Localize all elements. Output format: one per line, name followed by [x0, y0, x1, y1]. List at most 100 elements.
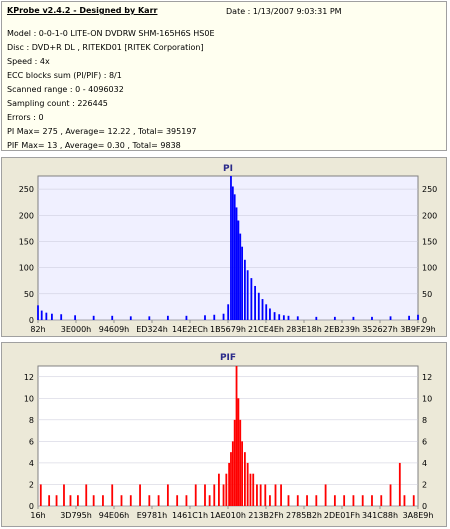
pif-bar: [166, 484, 169, 506]
pif-bar: [287, 495, 290, 506]
pi-bar: [222, 313, 225, 320]
pi-y-tick-label: 0: [29, 316, 34, 325]
info-pi-stats: PI Max= 275 , Average= 12.22 , Total= 39…: [7, 127, 197, 136]
info-disc: Disc : DVD+R DL , RITEKD01 [RITEK Corpor…: [7, 43, 204, 52]
pif-bar: [361, 495, 364, 506]
pi-y-tick-label-right: 50: [422, 290, 432, 299]
pif-y-tick-label: 12: [24, 373, 34, 382]
info-ecc-blocks: ECC blocks sum (PI/PIF) : 8/1: [7, 71, 122, 80]
pif-bar: [194, 484, 197, 506]
pi-bar: [246, 270, 249, 320]
pi-bar: [235, 207, 238, 320]
pif-bar: [225, 473, 228, 506]
pi-bar: [74, 315, 77, 320]
pif-bar: [218, 473, 220, 506]
pi-bar: [287, 315, 290, 320]
pif-bar: [69, 495, 72, 506]
pif-bar: [412, 495, 415, 506]
pif-bar: [39, 484, 42, 506]
pi-bar: [261, 299, 264, 320]
pif-bar: [76, 495, 79, 506]
pif-x-tick-label: 16h: [30, 511, 45, 520]
pif-bar: [55, 495, 58, 506]
pif-bar: [120, 495, 123, 506]
pi-x-tick-label: 2EB239h: [324, 325, 360, 334]
pif-bar: [228, 462, 231, 506]
pif-bar: [398, 462, 401, 506]
pi-y-tick-label-right: 200: [422, 211, 437, 220]
pif-bar: [243, 452, 246, 506]
pi-chart-title: PI: [223, 164, 233, 174]
scan-date: Date : 1/13/2007 9:03:31 PM: [226, 7, 342, 16]
pif-bar: [129, 495, 132, 506]
pi-bar: [282, 315, 285, 320]
pif-bar: [92, 495, 95, 506]
pi-bar: [278, 314, 281, 320]
pif-y-tick-label: 0: [29, 502, 34, 511]
pi-bar: [241, 246, 243, 320]
pi-bar: [389, 316, 392, 320]
pi-x-tick-label: 14E2ECh: [172, 325, 208, 334]
pif-bar: [157, 495, 160, 506]
pi-y-tick-label: 50: [24, 290, 34, 299]
pif-bar: [235, 366, 238, 506]
pi-x-tick-label: 352627h: [362, 325, 398, 334]
pi-bar: [333, 316, 336, 320]
pi-bar: [237, 220, 240, 320]
pi-bar: [273, 312, 276, 320]
pi-bar: [257, 292, 260, 320]
pi-bar: [111, 315, 114, 320]
info-speed: Speed : 4x: [7, 57, 50, 66]
pi-x-tick-label: 82h: [30, 325, 45, 334]
scan-info-panel: KProbe v2.4.2 - Designed by Karr Date : …: [1, 1, 447, 151]
pif-plot-area: [37, 365, 419, 507]
pi-x-tick-label: 3E000h: [61, 325, 91, 334]
pif-y-tick-label-right: 2: [422, 480, 427, 489]
pif-x-tick-label: 94E06h: [99, 511, 129, 520]
pi-bar: [185, 315, 188, 320]
pif-y-tick-label-right: 12: [422, 373, 432, 382]
pi-bar: [51, 313, 53, 320]
pi-bar: [227, 304, 230, 320]
pif-bar: [185, 495, 188, 506]
pi-bar: [231, 186, 234, 320]
pif-bar: [249, 473, 252, 506]
pif-y-tick-label-right: 0: [422, 502, 427, 511]
pif-bar: [85, 484, 88, 506]
pi-x-tick-label: 283E18h: [286, 325, 322, 334]
pif-y-tick-label: 6: [29, 437, 34, 446]
pif-bar: [274, 484, 277, 506]
pi-y-tick-label-right: 150: [422, 237, 437, 246]
pi-bar: [296, 316, 299, 320]
pif-bar: [343, 495, 346, 506]
pif-bar: [63, 484, 65, 506]
pif-bar: [233, 419, 236, 506]
pif-y-tick-label: 10: [24, 394, 34, 403]
pif-bar: [48, 495, 51, 506]
pif-bar: [241, 441, 243, 506]
pif-x-tick-label: 1AE010h: [210, 511, 246, 520]
pif-bar: [204, 484, 206, 506]
pi-y-tick-label: 100: [19, 264, 34, 273]
pi-bar: [250, 278, 253, 320]
pif-bar: [208, 495, 211, 506]
pi-y-tick-label: 150: [19, 237, 34, 246]
pif-bar: [111, 484, 114, 506]
pif-bar: [306, 495, 308, 506]
pif-x-tick-label: 3A8E9h: [403, 511, 434, 520]
pi-x-tick-label: 3B9F29h: [400, 325, 436, 334]
pi-bar: [239, 233, 242, 320]
pif-x-tick-label: 2785B2h: [286, 511, 322, 520]
pi-bar: [129, 316, 132, 320]
pif-bar: [324, 484, 327, 506]
pif-y-tick-label-right: 4: [422, 459, 427, 468]
pif-bar: [252, 473, 255, 506]
pif-bar: [102, 495, 104, 506]
pif-bar: [222, 484, 225, 506]
info-errors: Errors : 0: [7, 113, 44, 122]
info-scanned-range: Scanned range : 0 - 4096032: [7, 85, 124, 94]
pi-bar: [37, 305, 39, 320]
pif-y-tick-label-right: 6: [422, 437, 427, 446]
pif-bar: [352, 495, 355, 506]
pi-bar: [408, 315, 410, 320]
